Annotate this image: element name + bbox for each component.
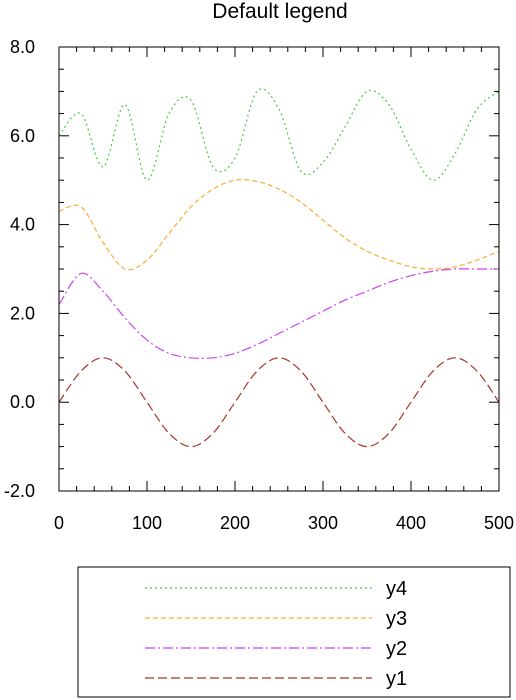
x-tick-label: 0: [54, 513, 64, 533]
x-tick-label: 200: [220, 513, 250, 533]
legend: y4 y3 y2 y1: [77, 566, 511, 698]
legend-label-y1: y1: [386, 668, 407, 690]
legend-label-y3: y3: [386, 608, 407, 630]
y-tick-label: 4.0: [10, 215, 35, 235]
x-tick-label: 400: [396, 513, 426, 533]
y-tick-label: 6.0: [10, 126, 35, 146]
legend-label-y4: y4: [386, 578, 407, 600]
x-tick-label: 300: [308, 513, 338, 533]
plot-frame: [58, 46, 500, 492]
tick-labels: 0 100 200 300 400 500 -2.0 0.0 2.0 4.0 6.0 8.0: [4, 37, 514, 533]
chart-title: Default legend: [212, 0, 347, 23]
series-line-y1: [58, 357, 500, 448]
x-tick-label: 500: [484, 513, 514, 533]
y-tick-label: -2.0: [4, 481, 35, 501]
axis-ticks: [58, 46, 500, 492]
x-tick-label: 100: [132, 513, 162, 533]
legend-box: [77, 566, 511, 698]
series-layer: [58, 88, 500, 448]
y-tick-label: 0.0: [10, 392, 35, 412]
series-line-y3: [58, 179, 500, 271]
legend-label-y2: y2: [386, 638, 407, 660]
series-line-y2: [58, 268, 499, 359]
y-tick-label: 8.0: [10, 37, 35, 57]
series-line-y4: [58, 88, 500, 181]
y-tick-label: 2.0: [10, 303, 35, 323]
